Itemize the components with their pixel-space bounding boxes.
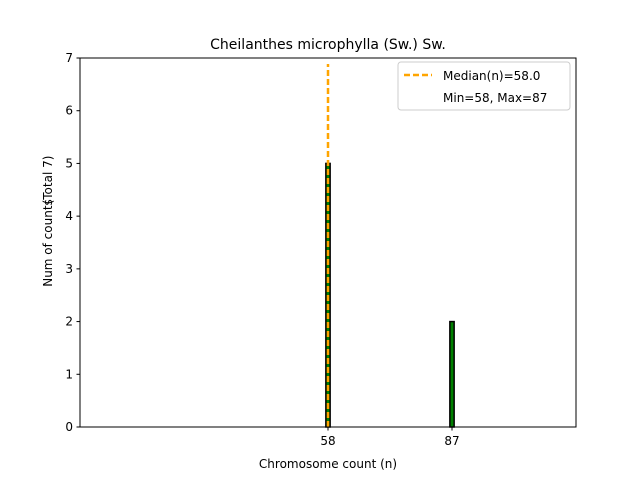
y-axis-total-label: (Total 7): [41, 156, 55, 205]
legend-median-label: Median(n)=58.0: [443, 69, 540, 83]
legend-frame: [397, 61, 571, 111]
x-tick-label-58: 58: [320, 434, 335, 448]
y-tick-label-2: 2: [65, 315, 73, 329]
chart-title: Cheilanthes microphylla (Sw.) Sw.: [210, 37, 446, 53]
x-axis-label: Chromosome count (n): [259, 457, 397, 471]
x-tick-label-87: 87: [444, 434, 459, 448]
y-tick-label-6: 6: [65, 104, 73, 118]
bar-87: [449, 320, 455, 428]
legend-range-label: Min=58, Max=87: [443, 91, 547, 105]
legend: Median(n)=58.0 Min=58, Max=87: [397, 61, 571, 111]
plot-area: 0 1 2 3 4 5 6 7 58 87: [65, 51, 577, 448]
y-tick-label-0: 0: [65, 420, 73, 434]
y-tick-label-4: 4: [65, 209, 73, 223]
y-tick-label-3: 3: [65, 262, 73, 276]
y-tick-label-1: 1: [65, 367, 73, 381]
y-axis-label: Num of counts: [41, 199, 55, 287]
y-tick-label-7: 7: [65, 51, 73, 65]
y-tick-label-5: 5: [65, 156, 73, 170]
